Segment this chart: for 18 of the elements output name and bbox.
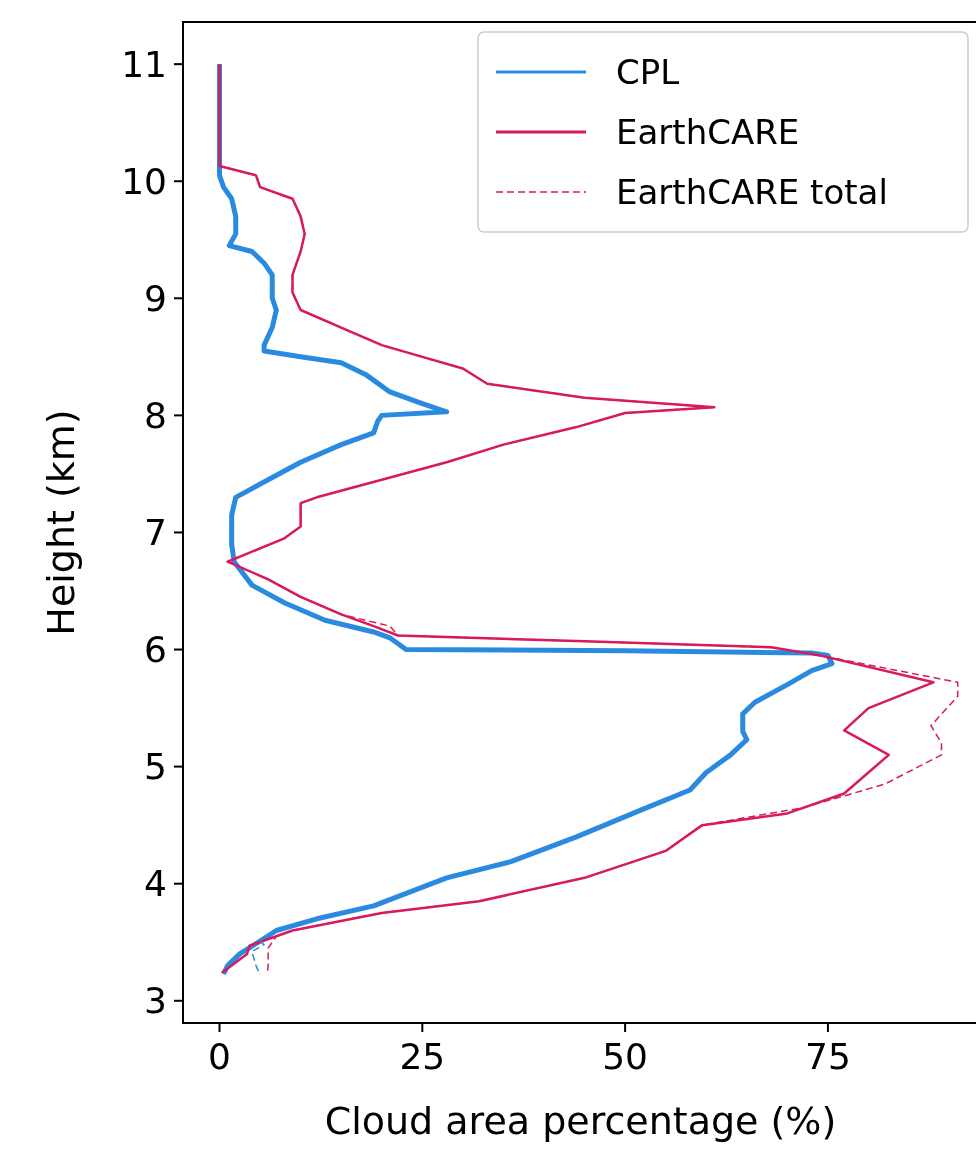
y-tick-label: 3 xyxy=(144,980,167,1022)
x-tick-label: 25 xyxy=(399,1036,446,1077)
y-tick-label: 8 xyxy=(144,394,167,436)
y-tick-label: 7 xyxy=(144,512,167,554)
y-tick-label: 9 xyxy=(144,277,167,319)
y-tick-label: 5 xyxy=(144,746,167,788)
x-tick-label: 50 xyxy=(602,1036,649,1077)
y-tick-label: 6 xyxy=(144,629,167,671)
x-tick-label: 75 xyxy=(805,1036,851,1077)
y-tick-label: 10 xyxy=(121,160,167,202)
x-tick-label: 0 xyxy=(208,1036,231,1077)
y-tick-label: 11 xyxy=(121,43,167,85)
y-tick-label: 4 xyxy=(144,863,167,905)
x-axis-title: Cloud area percentage (%) xyxy=(324,1099,837,1143)
legend-label: CPL xyxy=(616,51,680,92)
legend-label: EarthCARE xyxy=(616,111,800,152)
y-axis-title: Height (km) xyxy=(39,409,83,636)
legend-label: EarthCARE total xyxy=(616,171,888,212)
